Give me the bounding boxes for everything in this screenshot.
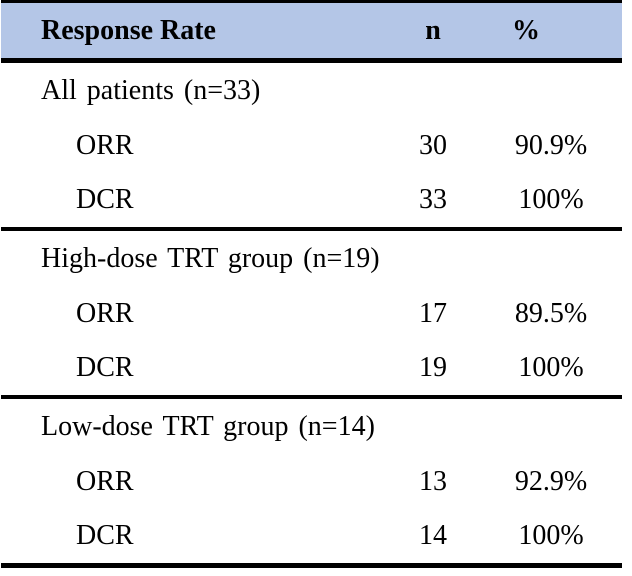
section-title: All patients (n=33) [41, 75, 261, 106]
section-high-dose-trt: High-dose TRT group (n=19) ORR 17 89.5% … [1, 229, 622, 397]
column-header-n: n [386, 1, 480, 63]
percent-value: 89.5% [514, 298, 588, 329]
metric-label: ORR [76, 130, 134, 161]
n-value: 13 [419, 466, 447, 497]
percent-value: 100% [518, 352, 584, 383]
section-title-row: High-dose TRT group (n=19) [1, 229, 622, 287]
section-title-row: Low-dose TRT group (n=14) [1, 397, 622, 455]
n-value: 30 [419, 130, 447, 161]
n-value: 33 [419, 184, 447, 215]
metric-label: DCR [76, 352, 134, 383]
metric-label: ORR [76, 466, 134, 497]
percent-value: 100% [518, 520, 584, 551]
table-row-dcr: DCR 14 100% [1, 509, 622, 566]
metric-label: DCR [76, 184, 134, 215]
table-header-row: Response Rate n % [1, 1, 622, 63]
n-value: 19 [419, 352, 447, 383]
metric-label: ORR [76, 298, 134, 329]
percent-value: 92.9% [514, 466, 588, 497]
section-title: Low-dose TRT group (n=14) [41, 411, 375, 442]
section-all-patients: All patients (n=33) ORR 30 90.9% DCR 33 … [1, 61, 622, 230]
column-header-response-rate: Response Rate [1, 1, 386, 63]
n-value: 17 [419, 298, 447, 329]
metric-label: DCR [76, 520, 134, 551]
table-row-orr: ORR 30 90.9% [1, 119, 622, 173]
section-low-dose-trt: Low-dose TRT group (n=14) ORR 13 92.9% D… [1, 397, 622, 566]
table-row-orr: ORR 13 92.9% [1, 455, 622, 509]
section-title: High-dose TRT group (n=19) [41, 243, 380, 274]
table-row-orr: ORR 17 89.5% [1, 287, 622, 341]
percent-value: 90.9% [514, 130, 588, 161]
percent-value: 100% [518, 184, 584, 215]
table-row-dcr: DCR 19 100% [1, 341, 622, 397]
response-rate-table: Response Rate n % All patients (n=33) OR… [1, 0, 622, 568]
n-value: 14 [419, 520, 447, 551]
table-row-dcr: DCR 33 100% [1, 173, 622, 229]
column-header-percent: % [480, 1, 622, 63]
section-title-row: All patients (n=33) [1, 61, 622, 120]
